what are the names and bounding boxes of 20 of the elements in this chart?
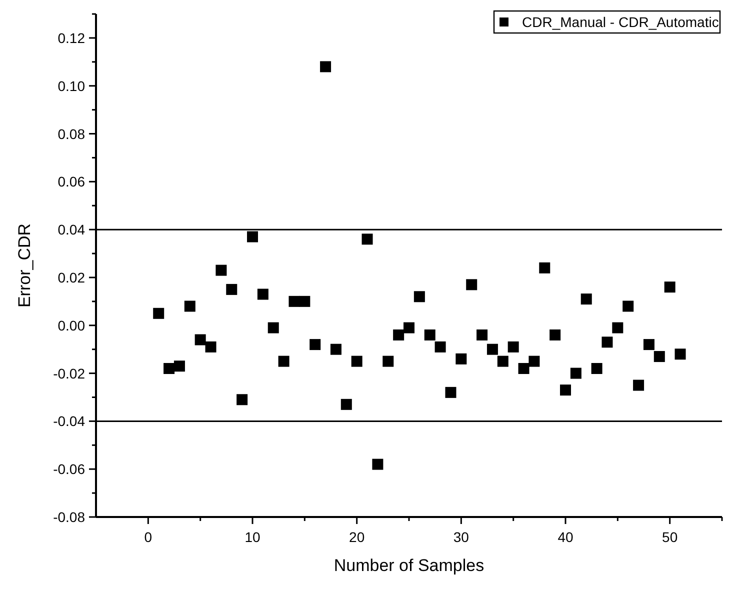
x-tick-label: 30 — [453, 529, 470, 545]
x-tick-label: 20 — [349, 529, 365, 545]
x-tick-label: 0 — [144, 529, 152, 545]
y-axis-title: Error_CDR — [15, 223, 34, 308]
x-tick-label: 10 — [244, 529, 260, 545]
y-tick-label: 0.02 — [58, 269, 86, 286]
y-tick-label: -0.06 — [53, 461, 86, 478]
y-tick-label: -0.08 — [53, 509, 86, 525]
y-tick-label: 0.12 — [58, 30, 86, 46]
y-tick-label: 0.10 — [58, 78, 86, 94]
y-tick-label: -0.04 — [53, 413, 86, 430]
y-tick-label: 0.06 — [58, 174, 86, 190]
y-tick-label: 0.04 — [58, 222, 86, 238]
legend-label: CDR_Manual - CDR_Automatic — [522, 14, 719, 30]
x-axis-title: Number of Samples — [334, 556, 484, 575]
x-tick-label: 40 — [558, 529, 574, 545]
y-tick-label: 0.08 — [58, 126, 86, 142]
y-tick-label: -0.02 — [53, 365, 86, 382]
x-tick-label: 50 — [662, 529, 678, 545]
y-tick-label: 0.00 — [58, 317, 86, 334]
